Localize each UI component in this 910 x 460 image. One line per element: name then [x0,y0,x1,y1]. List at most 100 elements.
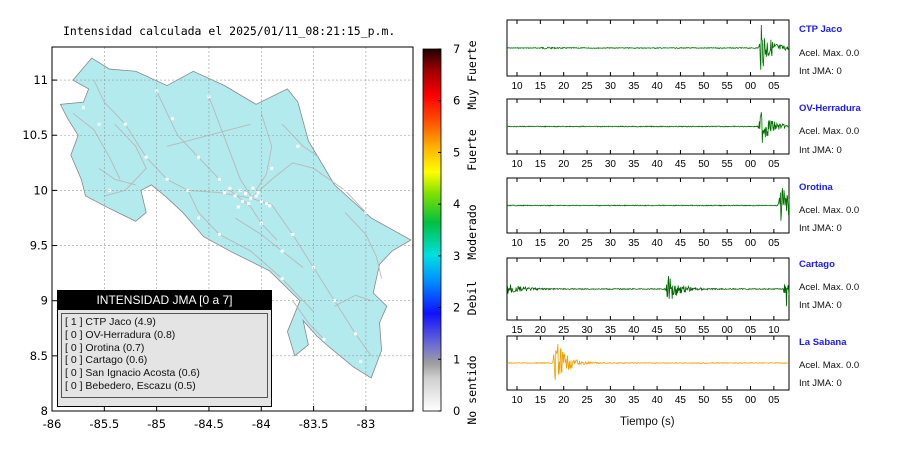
scale-tick-label: 5 [453,145,460,159]
station-marker [256,191,260,195]
station-marker [270,166,274,170]
map-frame [51,46,414,412]
map-x-tick-label: -84.5 [194,417,224,431]
waveform-tick-label: 20 [558,81,570,92]
waveform-tick-label: 25 [581,81,593,92]
waveform-tick-label: 05 [768,159,780,170]
station-marker [333,299,337,303]
station-marker [228,186,232,190]
map-x-tick-label: -85 [147,417,166,431]
waveform-tick-label: 05 [768,238,780,249]
station-marker [244,192,248,196]
waveform-tick-label: 45 [675,159,687,170]
waveform-tick-label: 00 [745,395,757,406]
station-marker [123,122,127,126]
waveform-tick-label: 15 [535,395,547,406]
trace-int-jma: Int JMA: 0 [799,145,842,156]
legend-row: [ 0 ] Bebedero, Escazu (0.5) [65,379,196,392]
trace-station-name: Cartago [799,259,835,270]
waveform-tick-label: 20 [558,238,570,249]
legend-row: [ 0 ] San Ignacio Acosta (0.6) [65,367,200,380]
waveform-tick-label: 40 [628,325,640,336]
legend-row: [ 0 ] Orotina (0.7) [65,341,145,354]
waveform-tick-label: 25 [558,325,570,336]
waveform-tick-label: 35 [628,159,640,170]
waveform-tick-label: 45 [675,81,687,92]
waveform-tick-label: 50 [698,159,710,170]
scale-tick-label: 4 [453,197,460,211]
station-marker [353,332,357,336]
waveform-tick-label: 40 [652,81,664,92]
legend-row: [ 0 ] Cartago (0.6) [65,354,148,367]
station-marker [249,196,253,200]
road-line [229,190,278,241]
station-marker [265,202,269,206]
map-y-tick-label: 9.5 [30,239,48,253]
station-marker [217,233,221,237]
waveform-tick-label: 45 [675,395,687,406]
trace-int-jma: Int JMA: 0 [799,300,842,311]
waveform-tick-label: 00 [745,159,757,170]
map-y-tick-label: 11 [33,73,48,87]
station-marker [217,177,221,181]
legend-header: INTENSIDAD JMA [0 a 7] [58,291,271,310]
station-marker [280,277,284,281]
scale-tick-label: 7 [453,42,460,56]
station-marker [268,204,272,208]
waveform-tick-label: 55 [722,238,734,249]
waveform-tick-label: 00 [745,238,757,249]
map-y-tick-label: 9 [41,294,48,308]
station-marker [359,359,363,363]
trace-station-name: OV-Herradura [799,103,861,114]
scale-tick-label: 0 [453,404,460,418]
trace-int-jma: Int JMA: 0 [799,66,842,77]
waveform-tick-label: 50 [675,325,687,336]
station-marker [291,233,295,237]
waveform-tick-label: 25 [581,159,593,170]
road-line [344,212,383,279]
road-line [281,123,320,158]
intensity-legend: INTENSIDAD JMA [0 a 7] [ 1 ] CTP Jaco (4… [57,290,272,407]
waveform-tick-label: 40 [652,159,664,170]
legend-row: [ 1 ] CTP Jaco (4.9) [65,316,156,328]
waveform-tick-label: 30 [581,325,593,336]
waveform-trace [506,343,790,380]
road-line [234,217,304,268]
waveform-tick-label: 10 [511,159,523,170]
scale-tick-label: 3 [453,249,460,263]
station-marker [170,117,174,121]
waveform-tick-label: 05 [745,325,757,336]
trace-station-name: Orotina [799,182,833,193]
station-marker [322,337,326,341]
trace-station-name: CTP Jaco [799,24,843,35]
map-y-tick-label: 8.5 [30,349,48,363]
road-line [271,204,372,357]
station-marker [223,191,227,195]
map-x-tick-label: -83 [357,417,376,431]
waveform-trace [506,275,790,307]
trace-acel-max: Acel. Max. 0.0 [799,48,860,59]
waveform-tick-label: 15 [535,238,547,249]
waveform-tick-label: 30 [605,81,617,92]
road-line [208,96,252,197]
waveform-tick-label: 35 [628,395,640,406]
waveform-tick-label: 50 [698,238,710,249]
station-marker [196,155,200,159]
station-marker [144,155,148,159]
trace-acel-max: Acel. Max. 0.0 [799,126,860,137]
station-marker [247,202,251,206]
waveform-trace [506,24,790,70]
legend-row: [ 0 ] OV-Herradura (0.8) [65,328,176,341]
waveform-tick-label: 50 [698,395,710,406]
station-marker [233,194,237,198]
trace-acel-max: Acel. Max. 0.0 [799,205,860,216]
waveform-tick-label: 40 [652,395,664,406]
station-marker [97,122,101,126]
trace-int-jma: Int JMA: 0 [799,378,842,389]
station-marker [165,177,169,181]
trace-acel-max: Acel. Max. 0.0 [799,360,860,371]
trace-station-name: La Sabana [799,337,847,348]
waveform-tick-label: 10 [511,81,523,92]
map-x-tick-label: -83.5 [299,417,329,431]
waveform-tick-label: 20 [535,325,547,336]
